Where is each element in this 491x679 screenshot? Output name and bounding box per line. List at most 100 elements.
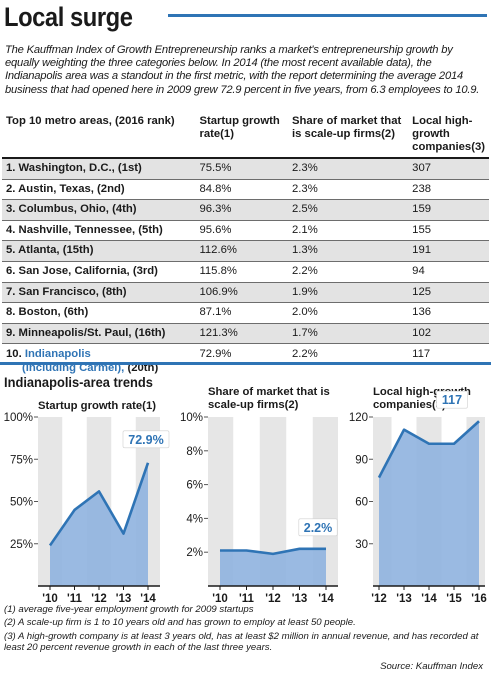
high-growth-x-tick-label: '12 — [371, 593, 387, 605]
startup-y-tick-label: 75% — [10, 454, 33, 466]
startup-x-tick-label: '13 — [116, 593, 132, 605]
high-growth-y-tick-label: 30 — [355, 539, 368, 551]
footnote-2: (2) A scale-up firm is 1 to 10 years old… — [4, 617, 356, 629]
scale-up-y-tick-label: 10% — [180, 412, 203, 424]
cell-high-growth-companies: 191 — [408, 240, 489, 262]
cell-startup-growth: 75.5% — [195, 158, 288, 180]
startup-callout-label: 72.9% — [128, 433, 163, 447]
high-growth-callout-box — [436, 390, 468, 409]
table-header-row: Top 10 metro areas, (2016 rank) Startup … — [2, 113, 489, 158]
intro-paragraph: The Kauffman Index of Growth Entrepreneu… — [5, 44, 480, 96]
startup-x-tick-label: '12 — [91, 593, 107, 605]
footnotes: (1) average five-year employment growth … — [4, 604, 488, 656]
cell-metro-area: 9. Minneapolis/St. Paul, (16th) — [2, 323, 196, 345]
table-row: 7. San Francisco, (8th) 106.9% 1.9% 125 — [2, 282, 489, 304]
startup-area — [50, 462, 148, 586]
startup-x-tick-label: '11 — [67, 593, 82, 605]
header-high-growth-companies: Local high-growth companies(3) — [412, 115, 485, 153]
scale-up-y-tick-label: 6% — [186, 480, 203, 492]
cell-metro-area: 5. Atlanta, (15th) — [2, 240, 196, 262]
table-row-indianapolis: 10. Indianapolis (including Carmel), (20… — [2, 344, 489, 378]
header-startup-growth: Startup growth rate(1) — [199, 115, 280, 140]
header-scale-up-share: Share of market that is scale-up firms(2… — [292, 115, 402, 140]
high-growth-area — [379, 421, 479, 586]
scale-up-callout-label: 2.2% — [304, 521, 333, 535]
startup-callout-box — [122, 430, 170, 449]
cell-startup-growth: 95.6% — [195, 220, 288, 242]
cell-startup-growth: 115.8% — [195, 261, 288, 283]
high-growth-x-tick-label: '14 — [421, 593, 437, 605]
high-growth-x-tick-label: '13 — [396, 593, 412, 605]
cell-metro-area: 10. Indianapolis (including Carmel), (20… — [2, 344, 195, 378]
source-credit: Source: Kauffman Index — [380, 661, 483, 672]
cell-metro-area: 6. San Jose, California, (3rd) — [2, 261, 196, 283]
table-row: 3. Columbus, Ohio, (4th) 96.3% 2.5% 159 — [2, 199, 489, 221]
scale-up-x-tick-label: '14 — [318, 593, 334, 605]
table-row: 6. San Jose, California, (3rd) 115.8% 2.2%… — [2, 261, 489, 283]
cell-scale-up-share: 2.2% — [288, 261, 409, 283]
high-growth-y-tick-label: 120 — [349, 412, 368, 424]
cell-startup-growth: 84.8% — [195, 179, 288, 201]
scale-up-x-tick-label: '11 — [239, 593, 254, 605]
indianapolis-rank: (20th) — [124, 362, 159, 375]
high-growth-callout-label: 117 — [442, 393, 462, 407]
cell-high-growth-companies: 155 — [408, 220, 489, 242]
headline: Local surge — [4, 2, 133, 32]
metro-ranking-table: Top 10 metro areas, (2016 rank) Startup … — [2, 113, 489, 378]
header-metro-area: Top 10 metro areas, (2016 rank) — [6, 115, 175, 127]
cell-high-growth-companies: 102 — [408, 323, 489, 345]
scale-up-y-tick-label: 2% — [186, 547, 203, 559]
cell-metro-area: 8. Boston, (6th) — [2, 302, 196, 324]
table-row: 2. Austin, Texas, (2nd) 84.8% 2.3% 238 — [2, 179, 489, 201]
cell-startup-growth: 106.9% — [195, 282, 288, 304]
indianapolis-name: Indianapolis — [24, 348, 91, 361]
scale-up-y-tick-label: 4% — [186, 513, 203, 525]
startup-x-tick-label: '14 — [140, 593, 156, 605]
footnote-1: (1) average five-year employment growth … — [4, 604, 254, 615]
high-growth-y-tick-label: 60 — [355, 497, 368, 509]
cell-high-growth-companies: 125 — [408, 282, 489, 304]
cell-startup-growth: 87.1% — [195, 302, 288, 324]
cell-scale-up-share: 1.9% — [288, 282, 409, 304]
cell-startup-growth: 121.3% — [195, 323, 288, 345]
cell-high-growth-companies: 136 — [408, 302, 489, 324]
cell-startup-growth: 112.6% — [195, 240, 288, 262]
scale-up-callout-box — [298, 518, 338, 537]
table-row: 5. Atlanta, (15th) 112.6% 1.3% 191 — [2, 240, 489, 262]
indianapolis-prefix: 10. — [6, 348, 25, 361]
scale-up-x-tick-label: '12 — [265, 593, 281, 605]
indianapolis-name-suffix: (including Carmel), — [22, 362, 125, 375]
cell-scale-up-share: 2.3% — [288, 179, 409, 201]
cell-scale-up-share: 2.0% — [288, 302, 409, 324]
cell-scale-up-share: 2.2% — [292, 348, 318, 361]
table-row: 9. Minneapolis/St. Paul, (16th) 121.3% 1.7… — [2, 323, 489, 345]
startup-x-tick-label: '10 — [42, 593, 58, 605]
cell-metro-area: 3. Columbus, Ohio, (4th) — [2, 199, 196, 221]
cell-high-growth-companies: 94 — [408, 261, 489, 283]
table-row: 1. Washington, D.C., (1st) 75.5% 2.3% 307 — [2, 158, 489, 180]
scale-up-area — [220, 548, 326, 586]
footnote-3: (3) A high-growth company is at least 3 … — [4, 630, 479, 654]
headline-rule — [168, 14, 487, 17]
startup-y-tick-label: 25% — [10, 539, 33, 551]
trends-title: Indianapolis-area trends — [4, 374, 153, 390]
section-divider — [0, 362, 491, 365]
cell-scale-up-share: 2.3% — [288, 158, 409, 180]
cell-metro-area: 1. Washington, D.C., (1st) — [2, 158, 196, 180]
cell-scale-up-share: 2.5% — [288, 199, 409, 221]
chart-title-scale-up-share: Share of market that is scale-up firms(2… — [208, 386, 330, 411]
cell-metro-area: 7. San Francisco, (8th) — [2, 282, 196, 304]
cell-startup-growth: 72.9% — [199, 348, 232, 361]
cell-scale-up-share: 1.7% — [288, 323, 409, 345]
cell-metro-area: 4. Nashville, Tennessee, (5th) — [2, 220, 196, 242]
cell-startup-growth: 96.3% — [195, 199, 288, 221]
cell-high-growth-companies: 159 — [408, 199, 489, 221]
high-growth-x-tick-label: '15 — [446, 593, 462, 605]
startup-y-tick-label: 100% — [4, 412, 33, 424]
cell-scale-up-share: 2.1% — [288, 220, 409, 242]
startup-y-tick-label: 50% — [10, 497, 33, 509]
cell-high-growth-companies: 238 — [408, 179, 489, 201]
scale-up-y-tick-label: 8% — [186, 446, 203, 458]
cell-high-growth-companies: 307 — [408, 158, 489, 180]
